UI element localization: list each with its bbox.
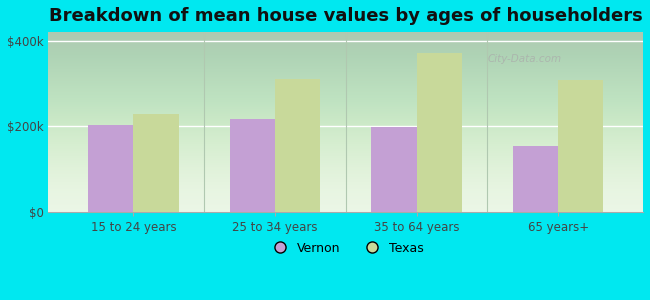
Bar (513, 146, 558, 212)
Text: City-Data.com: City-Data.com (487, 54, 561, 64)
Bar (275, 79, 320, 212)
Legend: Vernon, Texas: Vernon, Texas (262, 237, 429, 260)
Bar (133, 114, 179, 212)
Bar (417, 53, 462, 212)
Bar (371, 127, 417, 212)
Bar (558, 80, 603, 212)
Bar (229, 119, 275, 212)
Title: Breakdown of mean house values by ages of householders: Breakdown of mean house values by ages o… (49, 7, 643, 25)
Bar (88, 125, 133, 212)
